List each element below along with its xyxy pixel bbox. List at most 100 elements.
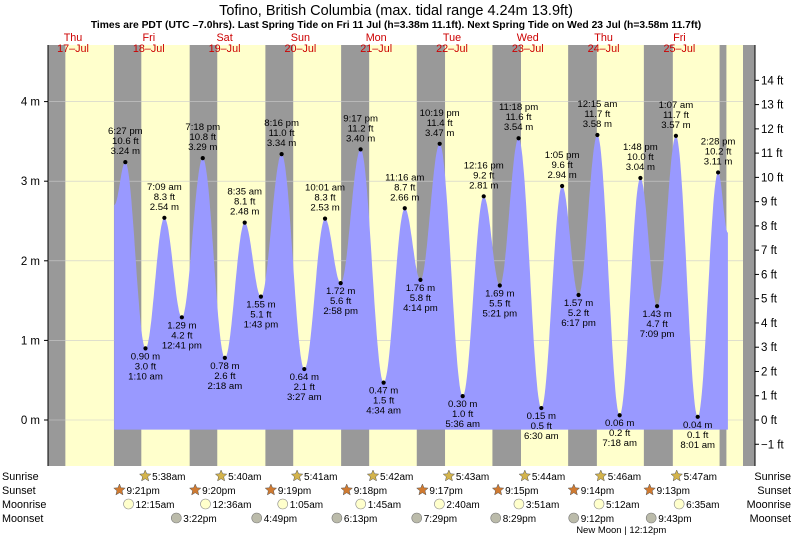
day-date: 20–Jul [284,43,316,55]
sunrise-time: 5:38am [152,472,185,483]
right-tick-label: 8 ft [761,221,778,233]
right-tick-label: 6 ft [761,269,778,281]
high-tide-label: 10:19 pm [420,108,460,119]
high-tide-label: 11:16 am [385,172,424,183]
sunset-time: 9:19pm [278,486,311,497]
low-tide-label: 1.69 m [485,288,514,299]
high-tide-label: 6:27 pm [108,126,143,137]
low-tide-label: 0.1 ft [687,430,709,441]
tide-area [114,135,728,430]
moonrise-icon [513,498,525,510]
high-tide-label: 12:15 am [577,99,617,110]
low-tide-label: 0.06 m [605,418,634,429]
high-tide-label: 9.6 ft [551,160,573,171]
moonset-icon [645,512,657,524]
low-tide-label: 0.30 m [448,399,477,410]
high-tide-label: 11.7 ft [663,110,689,121]
low-tide-point [418,277,423,283]
sunset-icon [340,483,354,496]
sunset-time: 9:17pm [429,486,462,497]
day-name: Sun [291,32,310,44]
sunrise-time: 5:44am [532,472,565,483]
sunset-icon [491,483,505,496]
high-tide-label: 2.94 m [547,170,576,181]
moonrise-time: 5:12am [606,500,639,511]
moonrise-time: 12:36am [212,500,251,511]
sunrise-time: 5:47am [684,472,717,483]
moonset-icon [568,512,580,524]
high-tide-point [242,220,247,225]
day-date: 23–Jul [512,43,544,55]
right-tick-label: 1 ft [761,391,778,403]
day-name: Fri [143,32,156,44]
high-tide-point [279,152,284,157]
moonrise-time: 12:15am [136,500,175,511]
low-tide-label: 2.1 ft [294,382,316,393]
new-moon-label: New Moon | 12:12pm [576,525,666,536]
right-tick-label: −1 ft [761,439,785,451]
low-tide-label: 1.57 m [564,298,593,309]
astronomy-table: Sunrise Sunrise Sunset Sunset Moonrise Moonri… [2,469,791,536]
low-tide-point [143,346,148,351]
sunset-icon [264,483,278,496]
moonrise-icon [123,498,134,510]
moonrise-time: 3:51am [526,500,559,511]
row-label-left: Sunrise [2,471,39,483]
low-tide-label: 2:58 pm [323,306,358,317]
low-tide-label: 7:18 am [602,438,637,449]
moonrise-time: 1:05am [290,500,323,511]
right-tick-label: 2 ft [761,366,778,378]
moonset-icon [411,512,423,524]
sunset-time: 9:18pm [354,486,387,497]
row-label-right: Sunrise [754,471,791,483]
sunset-time: 9:15pm [505,486,538,497]
high-tide-point [358,147,363,152]
moonset-icon [331,512,343,524]
low-tide-label: 12:41 pm [162,340,202,351]
right-tick-label: 0 ft [761,415,778,427]
night-band [48,45,66,466]
high-tide-label: 2.53 m [310,203,339,214]
moonrise-icon [673,498,685,510]
high-tide-label: 3.47 m [425,128,454,139]
day-date: 21–Jul [360,43,392,55]
moonrise-icon [277,498,289,510]
high-tide-label: 2:28 pm [701,136,736,147]
low-tide-label: 1.29 m [167,320,196,331]
day-date: 17–Jul [57,43,89,55]
low-tide-point [576,292,581,298]
high-tide-label: 8:16 pm [264,118,299,129]
high-tide-label: 3.04 m [626,162,655,173]
low-tide-label: 2:18 am [208,381,243,392]
high-tide-label: 2.81 m [469,180,498,191]
sunrise-icon [138,469,152,482]
chart-subtitle: Times are PDT (UTC –7.0hrs). Last Spring… [91,20,701,31]
low-tide-label: 0.2 ft [609,428,631,439]
low-tide-label: 6:30 am [524,431,559,442]
sunrise-icon [518,469,532,482]
sunset-icon [113,483,126,496]
low-tide-label: 5.1 ft [250,310,272,321]
low-tide-label: 1.0 ft [452,409,474,420]
sunset-time: 9:21pm [126,486,159,497]
high-tide-label: 2.48 m [230,207,259,218]
day-date: 25–Jul [663,43,695,55]
high-tide-label: 8.3 ft [314,193,336,204]
low-tide-label: 1.43 m [642,309,671,320]
row-label-left: Moonrise [2,499,46,511]
low-tide-point [338,280,343,286]
low-tide-label: 1.5 ft [373,396,395,407]
sunset-icon [567,483,581,496]
day-name: Fri [673,32,686,44]
sunrise-icon [290,469,304,482]
day-name: Tue [443,32,461,44]
chart-title: Tofino, British Columbia (max. tidal ran… [219,3,573,19]
high-tide-point [481,194,486,199]
low-tide-label: 8:01 am [680,440,715,451]
sunrise-icon [670,469,684,482]
right-tick-label: 10 ft [761,172,784,184]
high-tide-point [673,133,679,138]
high-tide-label: 3.29 m [188,142,217,153]
